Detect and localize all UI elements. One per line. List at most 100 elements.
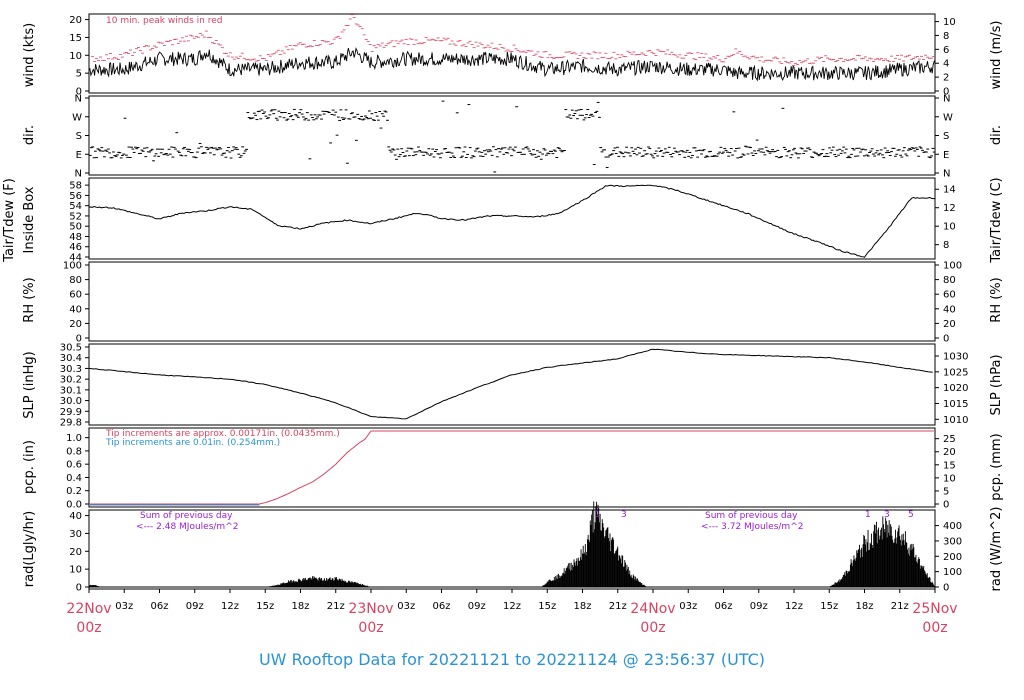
temp-ytick-label-left: 46 [69,242,82,253]
wind-ytick-label-right: 2 [943,73,949,84]
slp-ytick-label-right: 1010 [943,415,968,426]
wind-ytick-label-left: 10 [69,51,82,62]
pcp-ytick-label-left: 0.2 [66,486,82,497]
slp-ytick-label-left: 30.5 [60,343,82,354]
day-hour-label: 00z [76,620,101,636]
slp-ytick-label-right: 1030 [943,352,968,363]
x-tick-label: 03z [115,601,133,612]
slp-ytick-label-right: 1025 [943,367,968,378]
rh-right-label: RH (%) [989,277,1004,322]
rad-ytick-label-right: 0 [943,583,949,594]
pcp-ytick-label-right: 5 [943,486,949,497]
dir-ytick-label-right: W [943,112,953,123]
rh-ytick-label-left: 60 [69,290,82,301]
pcp-ytick-label-right: 10 [943,473,956,484]
rh-frame [88,261,936,342]
wind-ytick-label-left: 5 [76,69,82,80]
rad-ytick-label-right: 100 [943,567,962,578]
rh-ytick-label-right: 60 [943,290,956,301]
rad-ytick-label-left: 10 [69,565,82,576]
wind-ytick-label-left: 0 [76,87,82,98]
x-tick-label: 09z [186,601,204,612]
pcp-ytick-label-right: 15 [943,460,956,471]
rad-ytick-label-right: 400 [943,521,962,532]
x-tick-label: 06z [715,601,733,612]
pcp-ytick-label-right: 25 [943,434,956,445]
slp-ytick-label-left: 29.8 [60,418,82,429]
pcp-red-line [89,430,934,505]
rh-ytick-label-right: 80 [943,275,956,286]
rad-ytick-label-left: 0 [76,583,82,594]
dir-ytick-label-left: S [76,131,82,142]
x-tick-label: 18z [856,601,874,612]
temp-ytick-label-right: 12 [943,203,956,214]
dir-ytick-label-left: N [75,169,82,180]
day-label: 23Nov [348,601,393,617]
pcp-ytick-label-left: 0.0 [66,500,82,511]
day-hour-label: 00z [358,620,383,636]
day-label: 24Nov [630,601,675,617]
wind-ytick-label-left: 15 [69,33,82,44]
rh-ytick-label-left: 20 [69,319,82,330]
rad-ytick-label-right: 200 [943,552,962,563]
temp-ytick-label-right: 10 [943,222,956,233]
rh-left-label: RH (%) [22,277,37,322]
rad-marker-a3: 3 [621,510,627,520]
rad-note-day2-b: <--- 3.72 MJoules/m^2 [701,522,803,532]
wind-right-label: wind (m/s) [989,21,1004,90]
x-tick-label: 09z [468,601,486,612]
rh-ytick-label-left: 40 [69,304,82,315]
day-hour-label: 00z [922,620,947,636]
dir-frame [88,95,936,176]
x-tick-label: 12z [503,601,521,612]
rad-marker-a1: 1 [595,510,601,520]
chart-title: UW Rooftop Data for 20221121 to 20221124… [259,650,765,669]
rh-ytick-label-left: 80 [69,275,82,286]
dir-ytick-label-right: S [943,131,949,142]
dir-right-label: dir. [989,125,1004,145]
x-tick-label: 15z [256,601,274,612]
dir-left-label: dir. [22,125,37,145]
x-tick-label: 03z [397,601,415,612]
rad-ytick-label-left: 30 [69,529,82,540]
rad-note-day2-a: Sum of previous day [705,511,798,521]
temp-ytick-label-left: 54 [69,201,82,212]
x-tick-label: 12z [785,601,803,612]
rad-ytick-label-left: 40 [69,511,82,522]
slp-ytick-label-right: 1020 [943,383,968,394]
day-label: 22Nov [66,601,111,617]
slp-ytick-label-right: 1015 [943,399,968,410]
dir-ytick-label-right: E [943,150,949,161]
temp-frame [88,177,936,260]
wind-ytick-label-right: 8 [943,31,949,42]
pcp-ytick-label-left: 1.0 [66,433,82,444]
wind-ytick-label-right: 6 [943,45,949,56]
x-tick-label: 12z [221,601,239,612]
wind-peak-note: 10 min. peak winds in red [106,16,223,26]
x-tick-label: 18z [574,601,592,612]
temp-ytick-label-left: 56 [69,191,82,202]
temp-left-label-2: Inside Box [22,186,37,253]
pcp-right-label: pcp. (mm) [989,433,1004,500]
slp-frame [88,343,936,426]
x-tick-label: 06z [151,601,169,612]
rad-marker-b1: 1 [865,510,871,520]
wind-ytick-label-right: 0 [943,87,949,98]
pcp-note-red: Tip increments are approx. 0.00171in. (0… [105,429,340,439]
temp-ytick-label-left: 50 [69,222,82,233]
dir-ytick-label-left: E [76,150,82,161]
pcp-ytick-label-right: 0 [943,500,949,511]
dir-ytick-label-right: N [943,94,950,105]
temp-ytick-label-right: 14 [943,185,956,196]
temp-left-label-1: Tair/Tdew (F) [2,178,17,263]
slp-ytick-label-left: 30.3 [60,364,82,375]
rad-ytick-label-left: 20 [69,547,82,558]
x-tick-label: 18z [292,601,310,612]
dir-ytick-label-right: N [943,169,950,180]
pcp-ytick-label-right: 20 [943,447,956,458]
x-tick-label: 21z [327,601,345,612]
wind-frame [88,13,936,94]
slp-ytick-label-left: 29.9 [60,407,82,418]
rad-note-day1-b: <--- 2.48 MJoules/m^2 [136,522,238,532]
